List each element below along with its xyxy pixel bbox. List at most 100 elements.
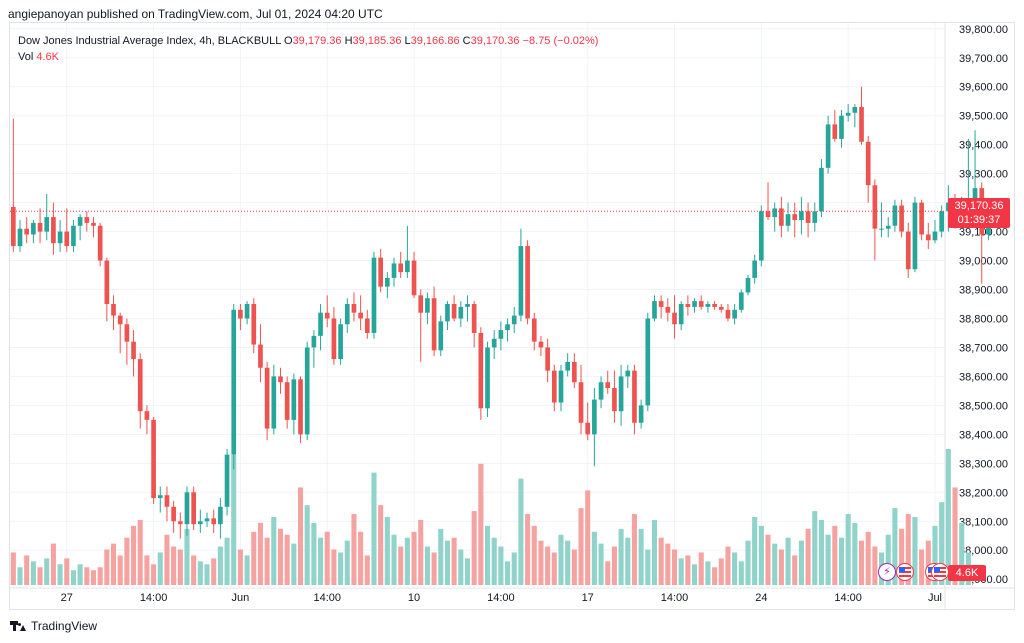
- volume-bar: [231, 454, 237, 585]
- volume-bar: [892, 508, 898, 585]
- y-tick-label: 38,100.00: [959, 516, 1008, 528]
- candle-body: [391, 263, 397, 278]
- volume-bar: [84, 567, 90, 585]
- volume-bar: [525, 514, 531, 585]
- high-key: H: [344, 35, 353, 47]
- volume-bar: [224, 537, 230, 585]
- volume-bar: [50, 543, 56, 585]
- candle-body: [925, 234, 931, 241]
- volume-bar: [211, 558, 217, 585]
- candle-body: [411, 260, 417, 296]
- candle-body: [164, 495, 170, 507]
- volume-bar: [197, 561, 203, 585]
- volume-bar: [565, 540, 571, 585]
- candle-body: [291, 379, 297, 420]
- candle-body: [117, 315, 123, 325]
- volume-bar: [505, 561, 511, 585]
- y-tick-label: 39,700.00: [959, 53, 1008, 65]
- candle-body: [251, 304, 257, 345]
- volume-bar: [698, 552, 704, 585]
- y-tick-label: 38,800.00: [959, 313, 1008, 325]
- volume-bar: [44, 558, 50, 585]
- volume-bar: [912, 517, 918, 585]
- candle-body: [912, 202, 918, 270]
- volume-bar: [738, 561, 744, 585]
- volume-bar: [518, 478, 524, 585]
- candle-body: [44, 217, 50, 232]
- candle-body: [264, 367, 270, 429]
- candle-body: [772, 208, 778, 218]
- candle-body: [652, 301, 657, 319]
- tradingview-brand[interactable]: TradingView: [10, 619, 97, 633]
- candle-body: [144, 411, 150, 420]
- candle-body: [572, 361, 577, 383]
- candle-body: [859, 107, 864, 142]
- volume-bar: [378, 505, 384, 585]
- volume-bar: [438, 528, 444, 585]
- candle-body: [218, 506, 223, 525]
- candle-body: [518, 246, 524, 316]
- candle-body: [91, 222, 96, 226]
- volume-bar: [404, 537, 410, 585]
- volume-bar: [244, 555, 250, 585]
- volume-bar: [364, 555, 370, 585]
- volume-bar: [10, 552, 16, 585]
- candle-body: [732, 309, 737, 319]
- publisher-line: angiepanoyan published on TradingView.co…: [8, 7, 383, 21]
- candle-body: [658, 301, 664, 307]
- volume-bar: [144, 555, 150, 585]
- x-tick-label: Jun: [232, 592, 250, 604]
- volume-bar: [598, 543, 604, 585]
- volume-bar: [638, 528, 644, 585]
- volume-bar: [705, 561, 711, 585]
- candle-body: [879, 228, 884, 230]
- volume-bar: [531, 525, 537, 585]
- candle-body: [712, 304, 717, 307]
- volume-bar: [825, 534, 831, 585]
- candle-body: [745, 277, 751, 293]
- candle-body: [638, 405, 644, 423]
- candle-body: [198, 521, 203, 525]
- us-flag-event-icon[interactable]: [896, 563, 914, 581]
- candle-body: [398, 263, 404, 273]
- volume-bar: [645, 549, 651, 585]
- candle-body: [785, 214, 791, 226]
- candle-body: [304, 347, 310, 435]
- volume-bar: [885, 534, 891, 585]
- volume-bar: [431, 552, 437, 585]
- x-tick-label: Jul: [928, 592, 942, 604]
- candle-body: [485, 347, 490, 409]
- y-tick-label: 38,700.00: [959, 342, 1008, 354]
- volume-bar: [151, 564, 157, 585]
- candle-body: [271, 376, 277, 429]
- volume-bar: [665, 543, 671, 585]
- candle-body: [511, 315, 517, 325]
- candle-body: [364, 318, 370, 333]
- volume-bar: [511, 552, 517, 585]
- volume-bar: [177, 549, 183, 585]
- volume-bar: [124, 537, 130, 585]
- volume-bar: [685, 555, 691, 585]
- symbol-title[interactable]: Dow Jones Industrial Average Index, 4h, …: [18, 35, 281, 47]
- volume-bar: [344, 540, 350, 585]
- volume-key[interactable]: Vol: [18, 51, 34, 63]
- lightning-event-icon[interactable]: ⚡: [878, 563, 896, 581]
- ohlc-legend: Dow Jones Industrial Average Index, 4h, …: [18, 35, 598, 47]
- volume-bar: [70, 570, 76, 585]
- volume-bar: [464, 558, 471, 585]
- candle-body: [418, 295, 424, 313]
- candle-body: [618, 376, 624, 412]
- candle-body: [157, 495, 163, 499]
- volume-bar: [184, 528, 190, 585]
- last-volume-badge: 4.6K: [948, 565, 986, 581]
- volume-bar: [732, 552, 738, 585]
- candle-body: [37, 222, 43, 232]
- x-tick-label: 14:00: [487, 592, 515, 604]
- candle-body: [525, 246, 530, 319]
- x-tick-label: 17: [582, 592, 594, 604]
- candle-body: [318, 312, 323, 336]
- us-flag-event-icon[interactable]: [931, 563, 949, 581]
- candle-body: [465, 304, 470, 307]
- volume-bar: [752, 517, 758, 585]
